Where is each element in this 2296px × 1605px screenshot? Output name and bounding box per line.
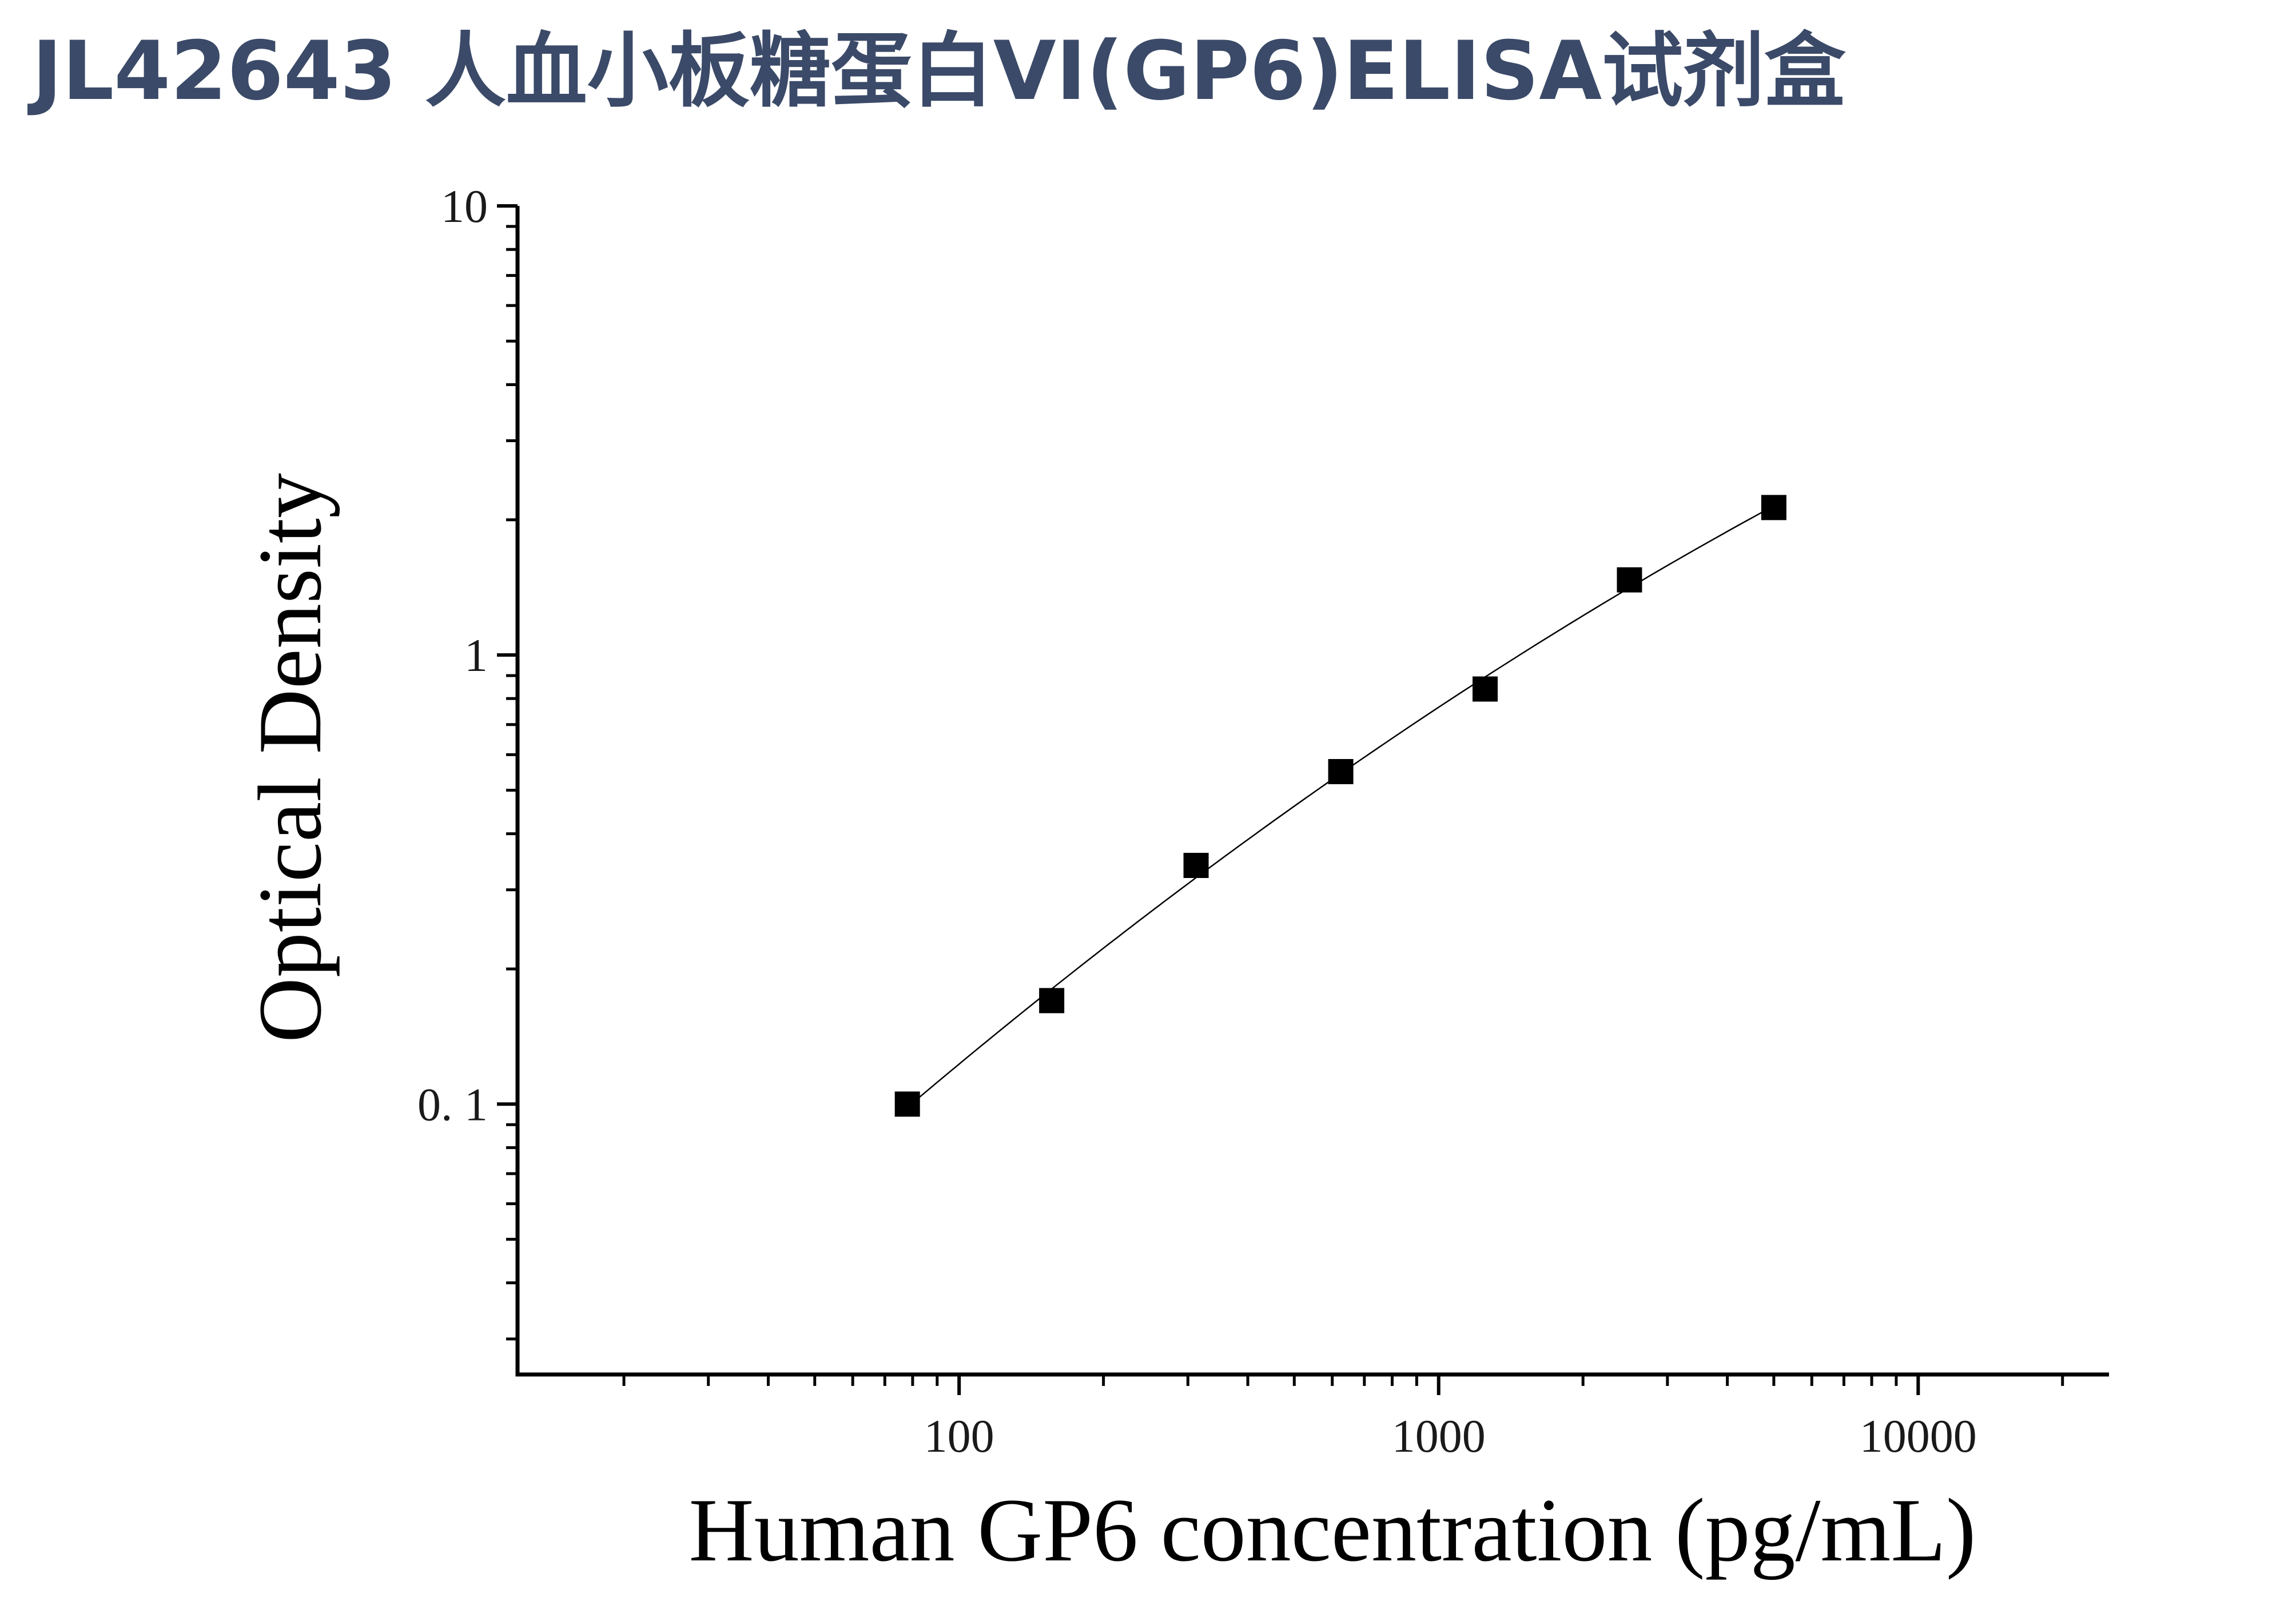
x-axis-title: Human GP6 concentration (pg/mL) [689, 1480, 1976, 1580]
data-point [1039, 988, 1065, 1014]
x-tick-label: 100 [924, 1410, 994, 1462]
data-point [1761, 495, 1786, 521]
x-tick-label: 1000 [1392, 1410, 1486, 1462]
data-point [1328, 759, 1354, 785]
data-point [1617, 567, 1642, 593]
data-point [1472, 676, 1498, 702]
x-tick-label: 10000 [1860, 1410, 1977, 1462]
minor-ticks [506, 225, 2064, 1386]
tick-labels: 100 1000 10000 0. 1 1 10 [417, 180, 1977, 1462]
y-tick-label: 1 [464, 629, 488, 681]
fit-curve [906, 505, 1774, 1109]
y-axis-title: Optical Density [240, 473, 340, 1043]
data-points [894, 495, 1786, 1117]
y-tick-label: 10 [441, 180, 488, 232]
major-ticks [497, 204, 1920, 1395]
data-point [894, 1091, 920, 1117]
data-point [1183, 853, 1209, 879]
page-title: JL42643 人血小板糖蛋白VI(GP6)ELISA试剂盒 [32, 24, 1846, 118]
y-tick-label: 0. 1 [417, 1078, 488, 1130]
